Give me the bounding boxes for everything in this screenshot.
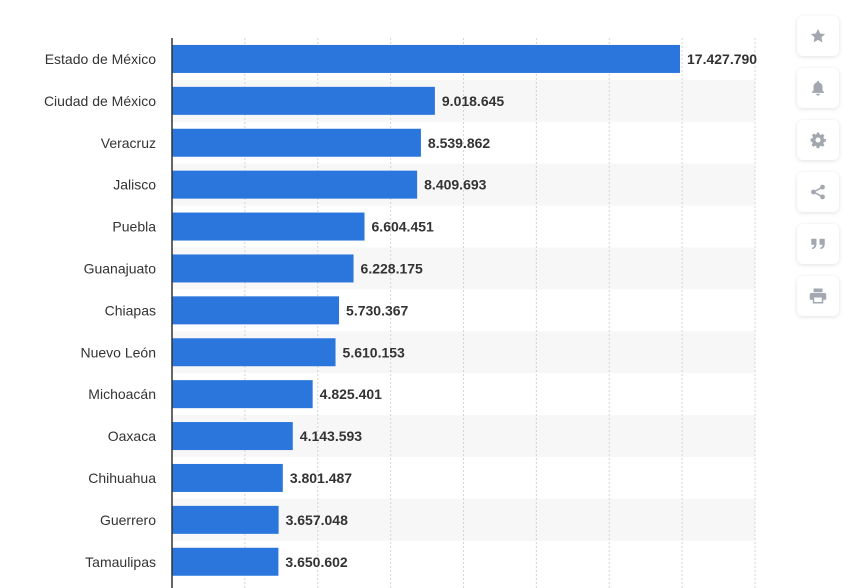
value-label: 17.427.790: [687, 51, 757, 67]
bar[interactable]: [172, 338, 336, 367]
value-label: 3.801.487: [290, 470, 352, 486]
value-label: 8.539.862: [428, 135, 490, 151]
category-label: Veracruz: [101, 135, 156, 151]
category-label: Guanajuato: [84, 260, 157, 276]
bar[interactable]: [172, 463, 283, 492]
category-label: Chiapas: [105, 302, 156, 318]
value-label: 6.604.451: [372, 219, 434, 235]
gear-icon: [810, 132, 826, 149]
category-label: Michoacán: [88, 386, 156, 402]
bell-icon: [812, 80, 824, 96]
bar[interactable]: [172, 86, 435, 115]
quote-icon: [811, 238, 825, 250]
settings-button[interactable]: [797, 120, 839, 160]
value-label: 4.143.593: [300, 428, 362, 444]
value-label: 3.650.602: [285, 554, 347, 570]
favorite-button[interactable]: [797, 16, 839, 56]
category-label: Guerrero: [100, 512, 156, 528]
cite-button[interactable]: [797, 224, 839, 264]
bar[interactable]: [172, 505, 279, 534]
category-label: Ciudad de México: [44, 93, 156, 109]
category-label: Jalisco: [113, 177, 156, 193]
bar[interactable]: [172, 547, 279, 576]
category-label: Chihuahua: [88, 470, 156, 486]
bar[interactable]: [172, 422, 293, 451]
category-label: Estado de México: [45, 51, 156, 67]
bar[interactable]: [172, 128, 421, 157]
value-label: 9.018.645: [442, 93, 504, 109]
share-icon: [811, 184, 825, 200]
value-label: 3.657.048: [286, 512, 348, 528]
notification-button[interactable]: [797, 68, 839, 108]
bars: [172, 44, 681, 576]
category-label: Nuevo León: [80, 344, 156, 360]
bar[interactable]: [172, 254, 354, 283]
value-label: 5.610.153: [343, 344, 405, 360]
bar[interactable]: [172, 296, 340, 325]
bar[interactable]: [172, 44, 681, 73]
bar-chart: Estado de México Ciudad de México Veracruz…: [44, 38, 757, 588]
category-label: Puebla: [112, 219, 156, 235]
share-button[interactable]: [797, 172, 839, 212]
print-button[interactable]: [797, 276, 839, 316]
category-label: Oaxaca: [108, 428, 156, 444]
value-labels: 17.427.790 9.018.645 8.539.862 8.409.693 6.6…: [285, 51, 757, 570]
value-label: 6.228.175: [361, 260, 423, 276]
value-label: 8.409.693: [424, 177, 486, 193]
star-icon: [810, 28, 826, 43]
bar[interactable]: [172, 212, 365, 241]
bar[interactable]: [172, 380, 313, 409]
category-labels: Estado de México Ciudad de México Veracruz…: [44, 51, 156, 570]
bar[interactable]: [172, 170, 418, 199]
value-label: 5.730.367: [346, 302, 408, 318]
printer-icon: [809, 288, 827, 304]
category-label: Tamaulipas: [85, 554, 156, 570]
value-label: 4.825.401: [320, 386, 382, 402]
